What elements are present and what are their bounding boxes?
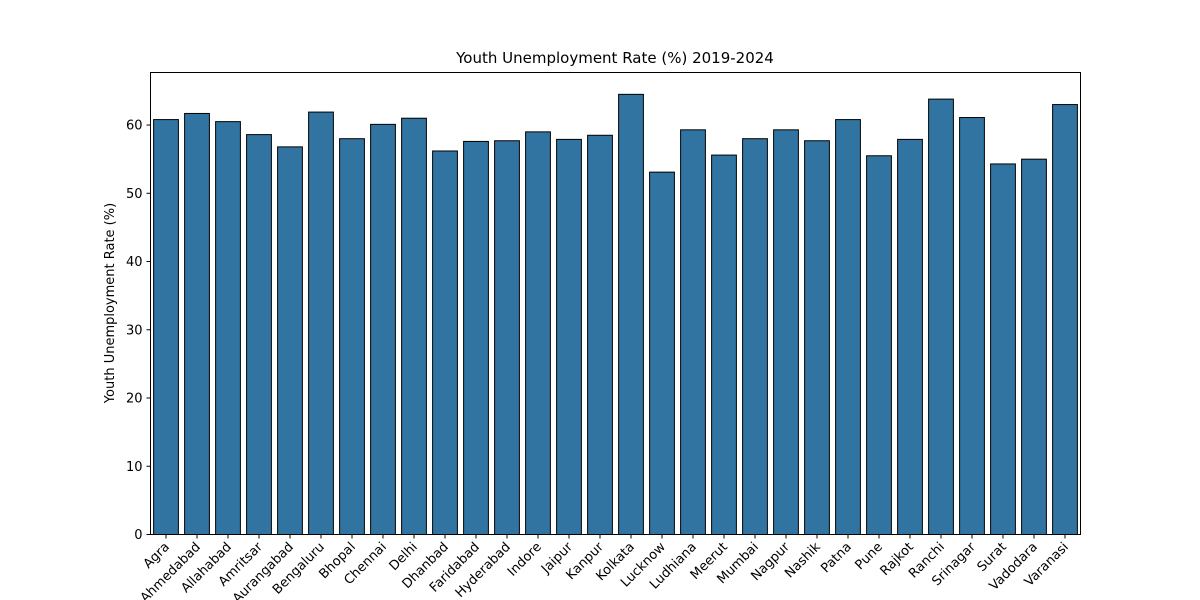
bar-patna [835,119,861,535]
bar-varanasi [1052,104,1078,535]
bars-group [153,93,1078,536]
y-axis-label: Youth Unemployment Rate (%) [103,203,118,404]
bar-pune [866,155,892,535]
y-tick-label: 50 [126,187,143,202]
bar-nagpur [773,129,799,535]
bar-ranchi [928,98,954,536]
y-tick-label: 0 [134,528,142,543]
y-axis-ticks: 0 10 20 30 40 50 60 [126,119,151,543]
bar-surat [990,163,1016,535]
bar-rajkot [897,138,923,535]
bar-bhopal [339,138,365,535]
chart-title: Youth Unemployment Rate (%) 2019-2024 [455,49,774,67]
bar-faridabad [463,140,489,535]
bar-hyderabad [494,140,520,536]
y-tick-label: 10 [126,460,143,475]
bar-mumbai [742,138,768,535]
bar-kolkata [618,93,644,535]
x-tick-label: Patna [818,540,854,576]
bar-ahmedabad [184,112,210,535]
y-tick-label: 30 [126,323,143,338]
bar-kanpur [587,134,613,535]
bar-allahabad [215,121,241,535]
bar-vadodara [1021,158,1047,535]
y-tick-label: 60 [126,119,143,134]
plot-frame [150,72,1081,535]
bar-delhi [401,117,427,535]
bar-nashik [804,140,830,536]
y-tick-label: 20 [126,392,143,407]
bar-dhanbad [432,150,458,535]
x-tick-label: Indore [505,540,545,580]
bar-srinagar [959,117,985,535]
bar-chennai [370,123,396,536]
bar-meerut [711,154,737,535]
bar-amritsar [246,134,272,535]
bar-aurangabad [277,146,303,535]
bar-indore [525,131,551,535]
bar-jaipur [556,138,582,535]
bar-bengaluru [308,111,334,536]
bar-lucknow [649,171,675,535]
bar-agra [153,119,179,535]
x-tick-label: Nashik [782,539,824,581]
y-tick-label: 40 [126,255,143,270]
x-axis-ticks: AgraAhmedabadAllahabadAmritsarAurangabad… [138,534,1072,600]
bar-ludhiana [680,129,706,535]
